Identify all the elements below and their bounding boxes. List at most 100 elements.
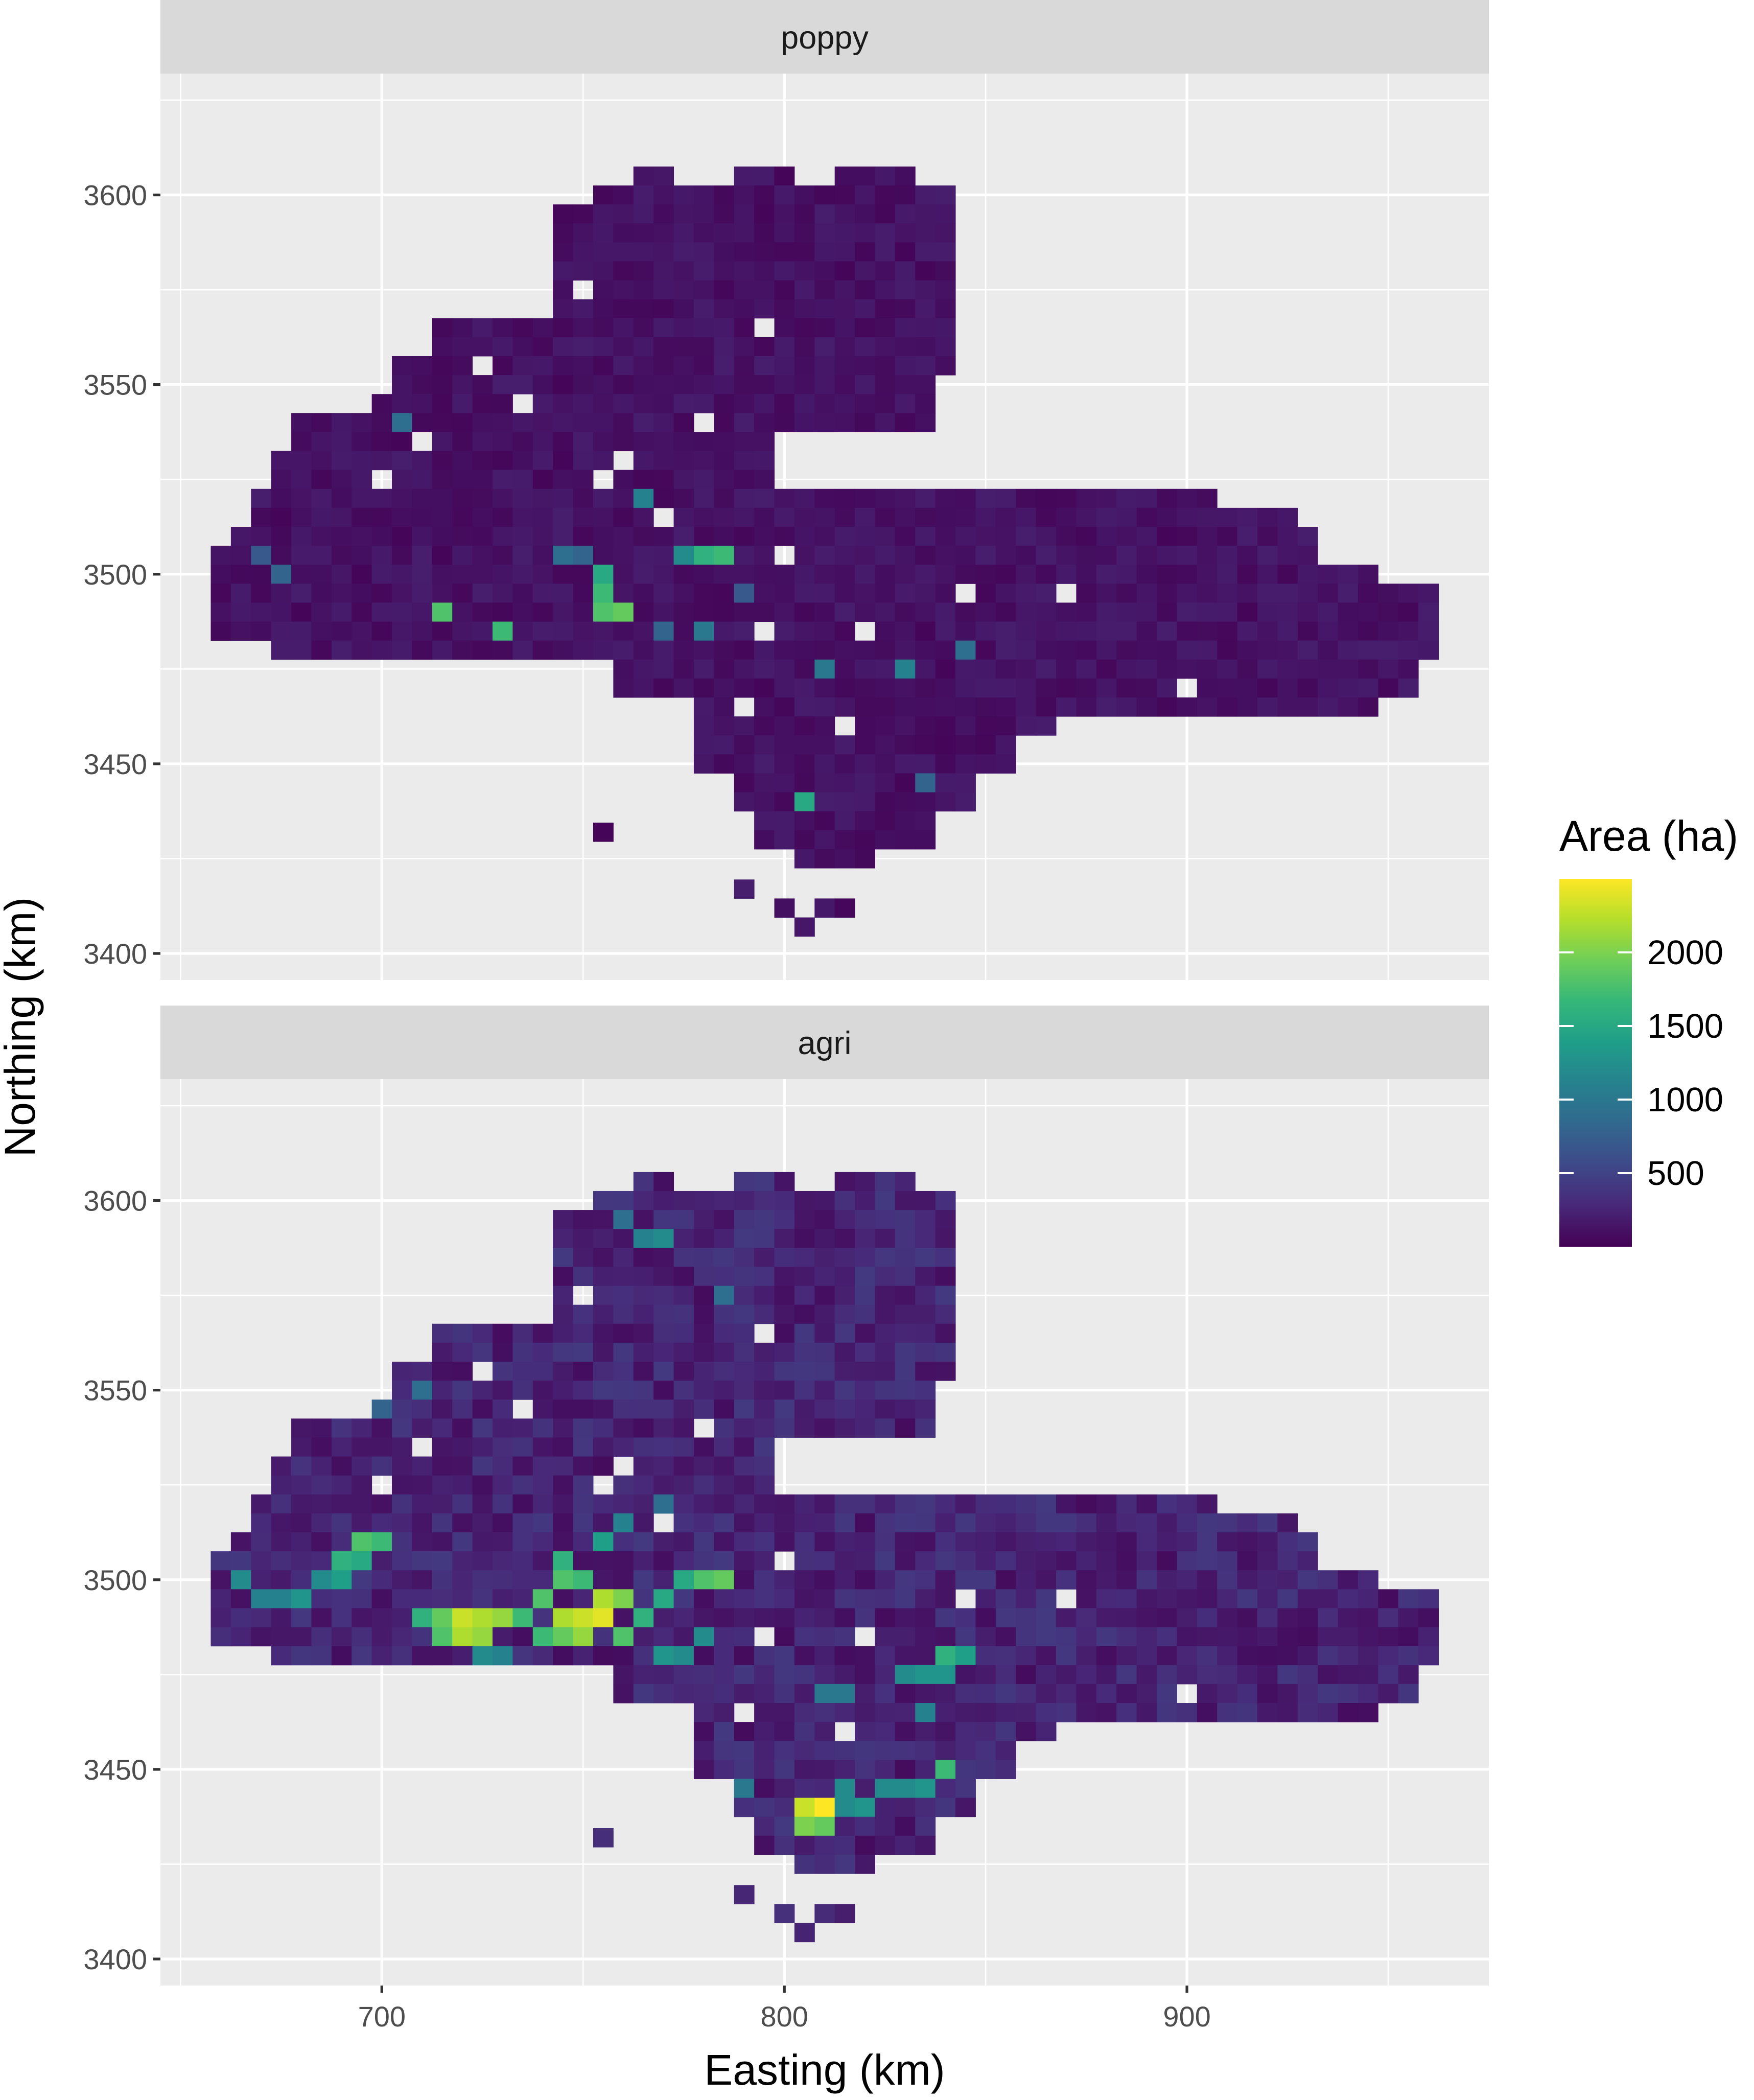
tile <box>814 223 835 243</box>
tile <box>754 1286 775 1305</box>
tile <box>714 451 735 471</box>
tile <box>412 565 433 584</box>
tile <box>1016 697 1037 717</box>
tile <box>573 565 594 584</box>
tile <box>352 640 372 660</box>
tile <box>573 1532 594 1552</box>
tile <box>754 1835 775 1855</box>
tile <box>1116 1513 1137 1533</box>
tile <box>573 261 594 281</box>
tile <box>734 640 755 660</box>
tile <box>774 1172 795 1192</box>
tile <box>734 659 755 679</box>
tile <box>673 318 694 338</box>
tile <box>855 1816 875 1836</box>
tile <box>774 735 795 755</box>
tile <box>673 1286 694 1305</box>
tile <box>1056 1646 1077 1666</box>
tile <box>734 1323 755 1343</box>
tile <box>613 318 634 338</box>
tile <box>271 602 292 622</box>
tile <box>693 1741 714 1760</box>
tile <box>633 337 654 357</box>
tile <box>754 1172 775 1192</box>
tile <box>1036 697 1057 717</box>
tile <box>331 527 352 546</box>
tile <box>814 1798 835 1817</box>
tile <box>1358 1589 1378 1608</box>
tile <box>834 640 855 660</box>
tile <box>472 565 493 584</box>
tile <box>1116 1570 1137 1590</box>
tile <box>814 792 835 812</box>
tile <box>774 1608 795 1628</box>
tile <box>573 1361 594 1381</box>
tile <box>1277 565 1298 584</box>
tile <box>955 1532 976 1552</box>
tile <box>573 621 594 641</box>
tile <box>432 1418 453 1438</box>
tile <box>774 792 795 812</box>
tile <box>613 1286 634 1305</box>
tile <box>1157 621 1177 641</box>
tile <box>573 602 594 622</box>
tile <box>895 223 916 243</box>
tile <box>794 1267 815 1287</box>
tile <box>754 527 775 546</box>
tile <box>895 1229 916 1248</box>
tile <box>814 1684 835 1704</box>
tile <box>573 1646 594 1666</box>
tile <box>693 1494 714 1514</box>
tile <box>915 527 936 546</box>
tile <box>1277 659 1298 679</box>
tile <box>734 204 755 224</box>
tile <box>1358 659 1378 679</box>
tile <box>915 716 936 736</box>
tile <box>774 1304 795 1324</box>
tile <box>814 1286 835 1305</box>
tile <box>1277 1684 1298 1704</box>
tile <box>613 1684 634 1704</box>
tile <box>1056 1551 1077 1571</box>
tile <box>895 1418 916 1438</box>
tile <box>774 1532 795 1552</box>
tile <box>633 299 654 319</box>
tile <box>1157 640 1177 660</box>
tile <box>653 1191 674 1210</box>
tile <box>875 1286 896 1305</box>
tile <box>734 716 755 736</box>
tile <box>794 1381 815 1400</box>
tile <box>935 1627 956 1647</box>
tile <box>291 565 312 584</box>
tile <box>493 337 513 357</box>
tile <box>935 1760 956 1779</box>
tile <box>1237 1684 1258 1704</box>
tile <box>754 1399 775 1419</box>
tile <box>1136 584 1157 603</box>
tile <box>834 1210 855 1229</box>
tile <box>995 1589 1016 1608</box>
tile <box>895 356 916 376</box>
tile <box>1016 584 1037 603</box>
tile <box>633 451 654 471</box>
tile <box>352 1513 372 1533</box>
tile <box>311 527 332 546</box>
tile <box>593 1437 614 1457</box>
tile <box>633 1608 654 1628</box>
tile <box>1257 1665 1278 1685</box>
tile <box>774 337 795 357</box>
tile <box>875 1835 896 1855</box>
tile <box>895 1551 916 1571</box>
tile <box>452 1646 473 1666</box>
tile <box>693 1684 714 1704</box>
tile <box>1056 1627 1077 1647</box>
tile <box>794 1191 815 1210</box>
tile <box>714 1191 735 1210</box>
tile <box>915 1399 936 1419</box>
tile <box>814 1418 835 1438</box>
tile <box>1237 1513 1258 1533</box>
tile <box>251 602 272 622</box>
tile <box>774 185 795 205</box>
tile <box>493 1513 513 1533</box>
